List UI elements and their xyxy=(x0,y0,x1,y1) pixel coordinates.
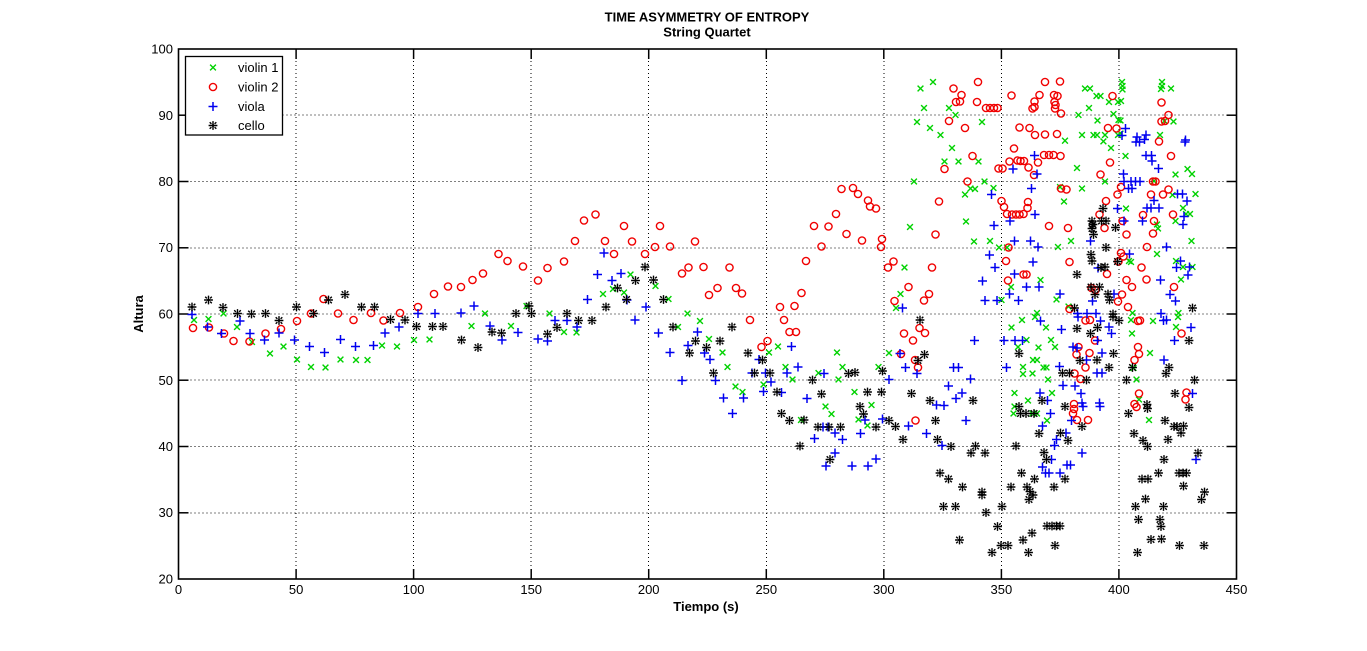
svg-text:100: 100 xyxy=(151,42,173,57)
svg-text:250: 250 xyxy=(755,582,777,597)
svg-text:30: 30 xyxy=(159,505,173,520)
svg-text:300: 300 xyxy=(873,582,895,597)
svg-text:Altura: Altura xyxy=(131,294,146,332)
svg-text:TIME ASYMMETRY OF ENTROPY: TIME ASYMMETRY OF ENTROPY xyxy=(605,10,810,25)
svg-text:70: 70 xyxy=(159,240,173,255)
svg-text:violin 1: violin 1 xyxy=(238,60,278,75)
svg-text:Tiempo (s): Tiempo (s) xyxy=(673,599,739,614)
svg-text:50: 50 xyxy=(159,373,173,388)
svg-text:60: 60 xyxy=(159,307,173,322)
svg-text:100: 100 xyxy=(403,582,425,597)
svg-text:400: 400 xyxy=(1108,582,1130,597)
svg-text:violin 2: violin 2 xyxy=(238,80,278,95)
svg-text:350: 350 xyxy=(991,582,1013,597)
svg-text:viola: viola xyxy=(238,99,266,114)
svg-text:80: 80 xyxy=(159,174,173,189)
svg-text:String Quartet: String Quartet xyxy=(663,25,751,40)
svg-text:90: 90 xyxy=(159,108,173,123)
svg-text:40: 40 xyxy=(159,439,173,454)
svg-text:50: 50 xyxy=(289,582,303,597)
svg-text:450: 450 xyxy=(1226,582,1248,597)
svg-text:150: 150 xyxy=(520,582,542,597)
svg-text:cello: cello xyxy=(238,118,265,133)
svg-text:200: 200 xyxy=(638,582,660,597)
svg-text:0: 0 xyxy=(175,582,182,597)
svg-text:20: 20 xyxy=(159,572,173,587)
